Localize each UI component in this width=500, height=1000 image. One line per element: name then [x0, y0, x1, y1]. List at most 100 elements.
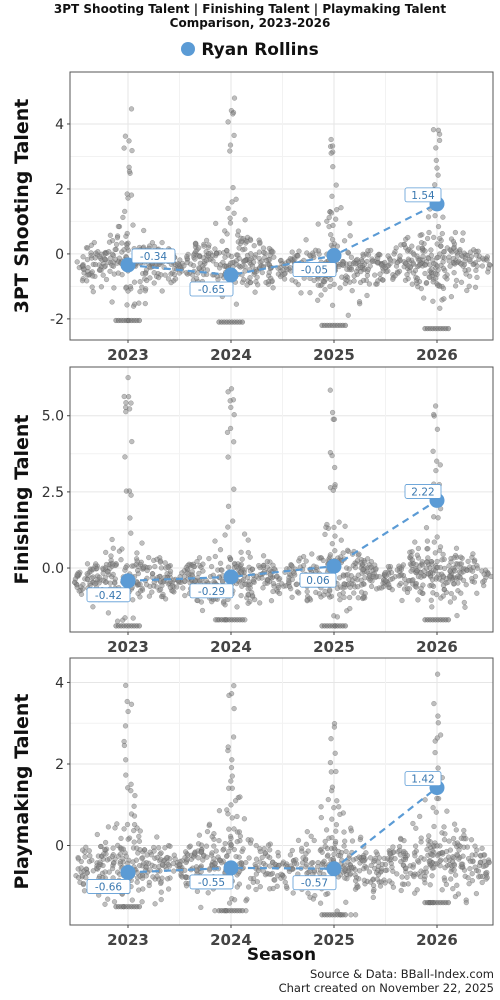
distribution-point	[433, 157, 439, 164]
distribution-point	[419, 559, 425, 565]
distribution-point	[345, 249, 351, 255]
distribution-point	[89, 284, 95, 290]
distribution-point	[420, 253, 426, 260]
distribution-point	[250, 879, 256, 885]
distribution-point	[128, 400, 134, 406]
distribution-point	[254, 268, 260, 274]
distribution-point	[352, 912, 359, 918]
season-distribution	[381, 671, 492, 906]
distribution-point	[122, 208, 128, 215]
distribution-point	[219, 238, 225, 244]
distribution-point	[94, 831, 100, 838]
distribution-point	[204, 828, 211, 835]
distribution-point	[212, 246, 218, 252]
distribution-point	[387, 576, 394, 583]
distribution-point	[468, 837, 475, 843]
distribution-point	[343, 273, 349, 279]
distribution-point	[325, 852, 331, 858]
distribution-point	[249, 566, 256, 572]
panel-1: -2 0 2 4 2023 2024 2025 2026 3PT Shooting Talent…	[11, 71, 494, 364]
distribution-point	[245, 591, 251, 598]
distribution-point	[151, 583, 157, 589]
distribution-point	[134, 845, 140, 851]
distribution-point	[247, 237, 254, 243]
distribution-point	[151, 848, 157, 854]
distribution-point	[434, 282, 441, 288]
distribution-point	[430, 279, 436, 285]
player-value-label: -0.29	[189, 583, 234, 599]
distribution-point	[108, 553, 114, 559]
distribution-point	[417, 813, 423, 820]
distribution-point	[436, 137, 443, 144]
distribution-point	[330, 222, 336, 229]
distribution-point	[351, 590, 357, 596]
distribution-point	[128, 781, 134, 787]
distribution-point	[115, 270, 121, 276]
value-label-box	[404, 484, 442, 499]
distribution-point	[211, 843, 217, 849]
distribution-point	[389, 880, 395, 886]
distribution-point	[229, 773, 235, 779]
distribution-point	[141, 847, 148, 853]
distribution-point	[136, 833, 142, 840]
distribution-point	[203, 237, 210, 244]
distribution-point	[348, 912, 354, 918]
distribution-point	[264, 558, 270, 565]
distribution-point	[445, 579, 451, 586]
distribution-point	[136, 904, 143, 910]
distribution-point	[272, 877, 278, 883]
distribution-point	[130, 597, 136, 603]
distribution-point	[194, 558, 200, 565]
distribution-point	[234, 839, 240, 845]
distribution-point	[82, 854, 88, 860]
distribution-point	[270, 588, 276, 595]
distribution-point	[418, 574, 424, 580]
distribution-point	[251, 243, 257, 249]
distribution-point	[165, 276, 172, 282]
distribution-point	[270, 285, 276, 291]
distribution-point	[355, 595, 361, 601]
x-tick-label: 2025	[313, 346, 355, 364]
distribution-point	[86, 848, 92, 854]
distribution-point	[431, 514, 437, 520]
distribution-point	[190, 272, 196, 278]
distribution-point	[134, 558, 140, 564]
distribution-point	[198, 849, 205, 855]
x-tick-label: 2025	[313, 931, 355, 949]
distribution-point	[217, 857, 223, 864]
distribution-point	[182, 849, 189, 855]
distribution-point	[363, 865, 370, 871]
player-point	[326, 248, 342, 264]
distribution-point	[429, 604, 435, 610]
distribution-point	[331, 524, 337, 531]
distribution-point	[107, 232, 114, 238]
distribution-point	[394, 871, 400, 877]
distribution-point	[137, 828, 143, 834]
y-tick-label: 2	[55, 757, 64, 773]
distribution-point	[431, 411, 437, 418]
distribution-point	[438, 262, 444, 269]
distribution-point	[352, 564, 359, 571]
distribution-point	[434, 591, 440, 598]
distribution-point	[125, 708, 131, 715]
distribution-point	[78, 591, 85, 597]
distribution-point	[229, 815, 235, 821]
distribution-point	[429, 577, 436, 583]
panel-border	[69, 366, 494, 633]
distribution-point	[105, 824, 112, 830]
distribution-point	[431, 865, 437, 871]
distribution-point	[124, 191, 130, 197]
distribution-point	[281, 874, 287, 880]
distribution-point	[467, 866, 473, 872]
distribution-point	[451, 580, 457, 587]
distribution-point	[239, 556, 245, 562]
distribution-point	[253, 279, 259, 285]
distribution-point	[224, 807, 230, 813]
distribution-point	[106, 249, 112, 255]
distribution-point	[123, 233, 129, 239]
distribution-point	[336, 519, 342, 525]
player-point	[120, 864, 136, 880]
distribution-point	[366, 869, 373, 875]
distribution-point	[330, 164, 336, 170]
distribution-point	[105, 569, 111, 575]
